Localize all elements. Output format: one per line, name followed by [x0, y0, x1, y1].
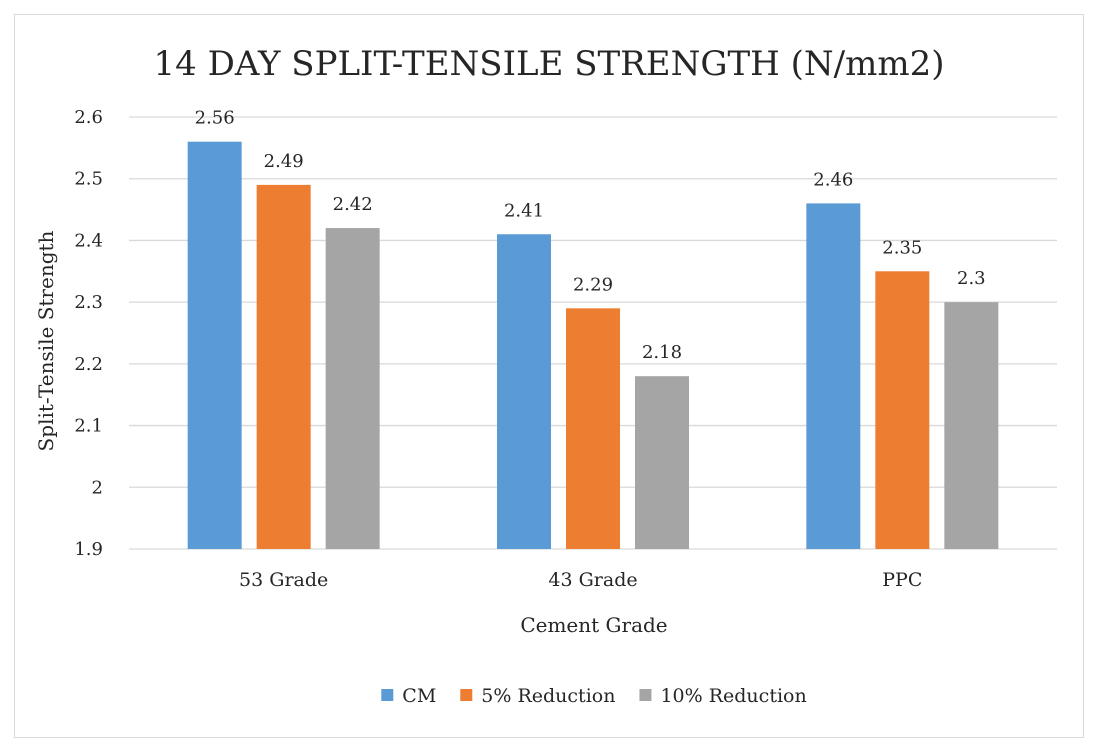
- x-category-label: 43 Grade: [548, 569, 637, 591]
- bar: [806, 203, 861, 549]
- y-tick-label: 2.4: [74, 230, 103, 251]
- chart-title: 14 DAY SPLIT-TENSILE STRENGTH (N/mm2): [154, 44, 945, 84]
- bar: [944, 302, 999, 549]
- legend: CM 5% Reduction 10% Reduction: [381, 685, 807, 707]
- legend-swatch: [381, 689, 394, 701]
- data-label: 2.29: [573, 274, 613, 295]
- data-label: 2.3: [957, 268, 986, 289]
- data-label: 2.18: [642, 342, 682, 363]
- data-label: 2.41: [504, 200, 544, 221]
- legend-swatch: [460, 689, 473, 701]
- data-labels: 2.56 2.49 2.42 2.41 2.29 2.18 2.46 2.35 2.3: [195, 108, 986, 364]
- y-tick-label: 2.3: [74, 292, 103, 313]
- legend-item: CM: [381, 685, 436, 707]
- data-label: 2.35: [882, 237, 922, 258]
- bars: [187, 141, 999, 550]
- y-axis-ticks: 1.9 2 2.1 2.2 2.3 2.4 2.5 2.6: [74, 107, 103, 560]
- legend-item: 10% Reduction: [639, 685, 807, 707]
- legend-swatch: [639, 689, 652, 701]
- y-tick-label: 2.6: [74, 107, 103, 128]
- legend-item: 5% Reduction: [460, 685, 615, 707]
- bar: [187, 141, 242, 549]
- y-tick-label: 2.1: [74, 416, 103, 437]
- bar: [566, 308, 620, 549]
- legend-label: 10% Reduction: [660, 685, 806, 707]
- bar: [497, 234, 551, 549]
- chart-frame: 14 DAY SPLIT-TENSILE STRENGTH (N/mm2) 1.…: [14, 14, 1084, 738]
- bar: [635, 376, 689, 549]
- chart-svg: 14 DAY SPLIT-TENSILE STRENGTH (N/mm2) 1.…: [34, 44, 1057, 707]
- x-category-label: 53 Grade: [239, 569, 328, 591]
- legend-label: CM: [402, 685, 436, 707]
- x-axis-title: Cement Grade: [520, 613, 667, 637]
- x-category-label: PPC: [882, 569, 922, 591]
- y-tick-label: 2.2: [74, 354, 103, 375]
- data-label: 2.42: [333, 194, 373, 215]
- y-tick-label: 1.9: [74, 539, 103, 560]
- data-label: 2.46: [813, 169, 853, 190]
- data-label: 2.49: [264, 151, 304, 172]
- data-label: 2.56: [195, 108, 235, 129]
- legend-label: 5% Reduction: [481, 685, 615, 707]
- bar: [256, 184, 311, 549]
- y-tick-label: 2.5: [74, 169, 103, 190]
- x-axis-categories: 53 Grade 43 Grade PPC: [239, 569, 922, 591]
- bar: [325, 228, 380, 550]
- y-tick-label: 2: [92, 477, 103, 498]
- bar: [875, 271, 930, 549]
- y-axis-title: Split-Tensile Strength: [34, 230, 58, 451]
